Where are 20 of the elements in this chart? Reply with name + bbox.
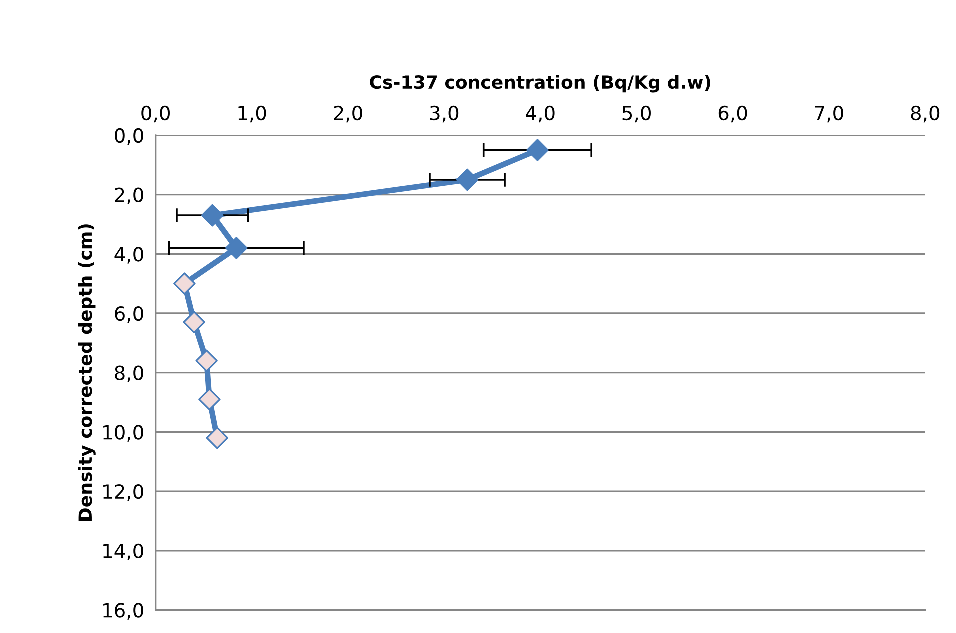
- y-tick-label: 6,0: [115, 306, 144, 324]
- x-tick-label: 5,0: [622, 106, 651, 123]
- y-tick-label: 8,0: [115, 366, 144, 382]
- y-tick-label: 10,0: [104, 425, 144, 442]
- x-tick-label: 4,0: [526, 106, 555, 123]
- x-tick-label: 3,0: [430, 106, 459, 123]
- y-axis-title: Density corrected depth (cm): [78, 224, 96, 521]
- x-tick-label: 8,0: [911, 106, 940, 123]
- x-tick-label: 7,0: [815, 106, 844, 123]
- y-tick-label: 0,0: [115, 128, 144, 146]
- x-tick-label: 1,0: [238, 106, 266, 123]
- x-tick-label: 0,0: [142, 106, 170, 123]
- y-tick-label: 14,0: [104, 544, 144, 561]
- x-tick-label: 2,0: [334, 106, 362, 123]
- y-tick-label: 16,0: [104, 603, 144, 620]
- y-tick-label: 2,0: [115, 188, 144, 204]
- y-tick-label: 12,0: [104, 484, 144, 502]
- y-tick-label: 4,0: [114, 247, 144, 264]
- x-axis-title: Cs-137 concentration (Bq/Kg d.w): [370, 75, 710, 93]
- x-tick-label: 6,0: [718, 106, 748, 123]
